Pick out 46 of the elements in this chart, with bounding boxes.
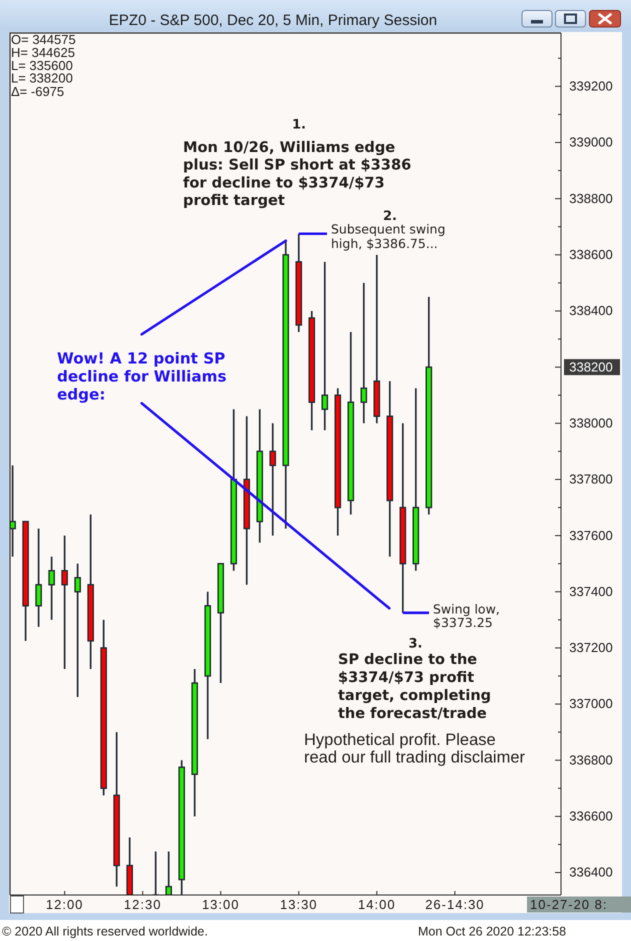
- annotation: Wow! A 12 point SP decline for Williams edge:: [57, 349, 226, 404]
- y-tick-label: 337400: [569, 584, 613, 599]
- y-tick-label: 339200: [569, 78, 613, 94]
- x-tick-label: 12:30: [124, 897, 162, 912]
- annotation: Δ= -6975: [11, 84, 64, 99]
- annotation: SP decline to the $3374/$73 profit target, completing the forecast/trade: [338, 652, 492, 722]
- candlestick: [35, 528, 42, 628]
- y-tick-label: 339000: [569, 134, 613, 150]
- annotation: Hypothetical profit. Please read our full trading disclaimer: [304, 730, 526, 767]
- annotation: H= 344625: [11, 44, 75, 60]
- x-tick-label: 26-14:30: [425, 897, 485, 912]
- annotation: Mon 10/26, Williams edge plus: Sell SP short at $3386 for decline to $3374/$73 profit target: [183, 138, 412, 210]
- annotation: L= 338200: [11, 70, 73, 86]
- candlestick: [321, 260, 328, 432]
- candlestick: [269, 422, 276, 536]
- y-tick-label: 336400: [569, 864, 613, 880]
- x-tick-label: 13:00: [202, 897, 240, 912]
- candlestick: [360, 282, 368, 424]
- annotation: L= 335600: [11, 58, 73, 73]
- y-tick-label: 338800: [569, 190, 613, 206]
- annotation: Subsequent swing high, $3386.75...: [331, 222, 446, 252]
- y-tick-label: 338200: [569, 359, 613, 374]
- text: Mon Oct 26 2020 12:23:58: [418, 924, 566, 938]
- text: © 2020 All rights reserved worldwide.: [2, 924, 208, 938]
- y-tick-label: 337800: [569, 472, 613, 487]
- y-tick-label: 337200: [569, 640, 613, 656]
- annotation: 3.: [408, 636, 422, 652]
- y-tick-label: 336800: [569, 752, 613, 768]
- y-tick-label: 338600: [569, 246, 613, 262]
- y-tick-label: 337000: [569, 696, 613, 712]
- annotation: 2.: [383, 209, 397, 224]
- candlestick: [74, 562, 81, 698]
- x-tick-label: 13:30: [280, 897, 318, 912]
- annotation: O= 344575: [11, 32, 76, 48]
- candlestick: [48, 556, 55, 621]
- annotation: Swing low, $3373.25: [433, 602, 500, 630]
- annotation: 1.: [292, 118, 306, 133]
- chart-title: EPZ0 - S&P 500, Dec 20, 5 Min, Primary Session: [108, 12, 438, 29]
- y-tick-label: 336600: [569, 808, 613, 824]
- y-tick-label: 338400: [569, 303, 613, 318]
- y-tick-label: 337600: [569, 528, 613, 543]
- text: 10-27-20 8:: [530, 897, 608, 912]
- x-tick-label: 14:00: [358, 897, 396, 912]
- x-tick-label: 12:00: [46, 897, 84, 912]
- candlestick: [61, 534, 68, 670]
- y-tick-label: 338000: [569, 415, 613, 430]
